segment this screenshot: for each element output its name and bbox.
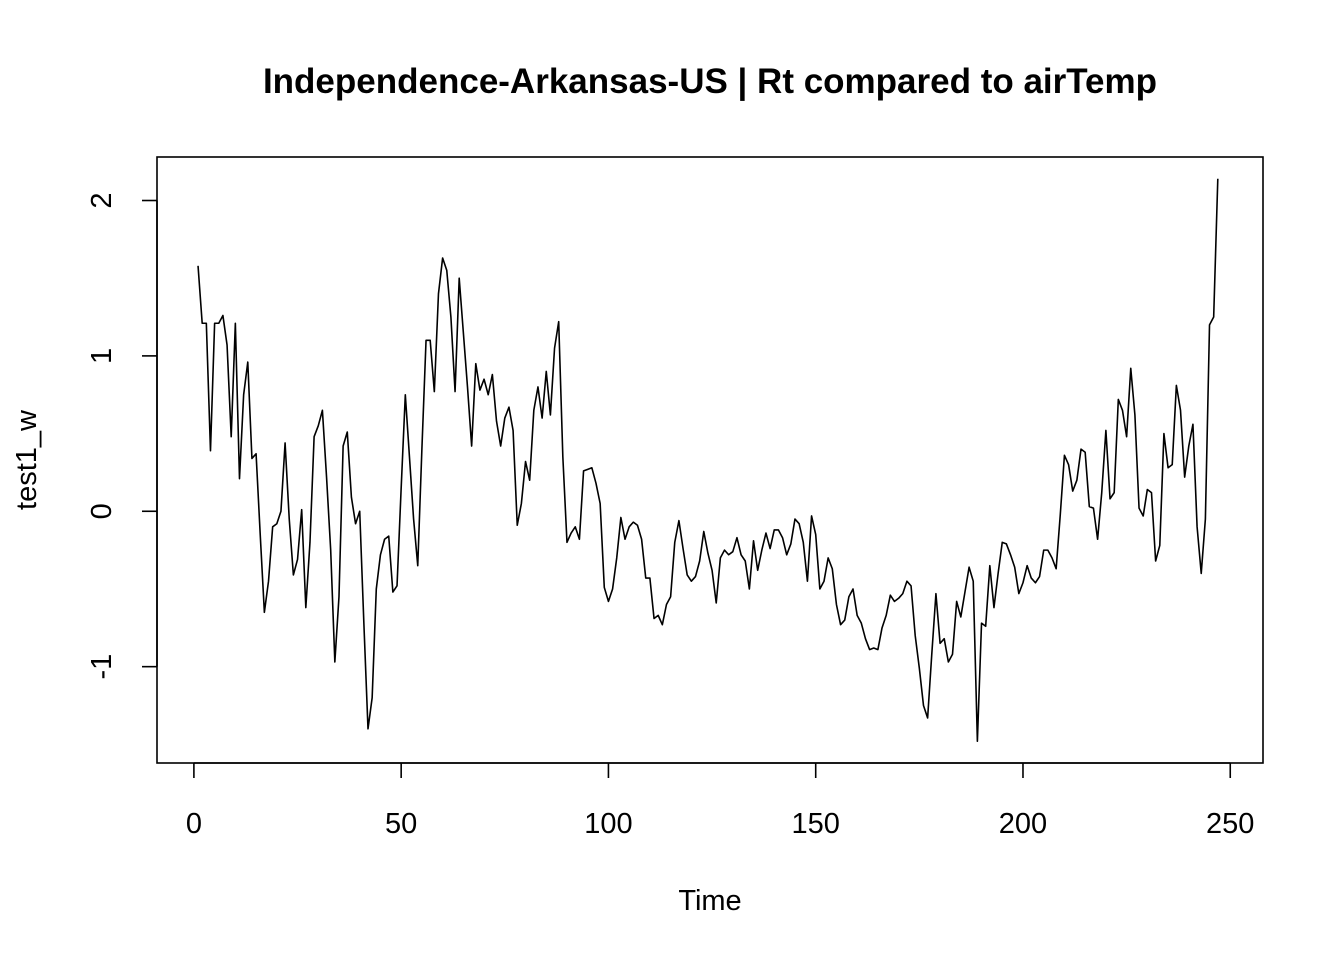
x-axis-title: Time <box>678 885 741 917</box>
plot-frame <box>156 156 1264 764</box>
y-tick-label: 1 <box>86 348 118 364</box>
y-tick-label: -1 <box>86 654 118 680</box>
y-tick-label: 2 <box>86 192 118 208</box>
y-tick-label: 0 <box>86 503 118 519</box>
x-tick-label: 200 <box>999 808 1047 840</box>
y-axis: -1 0 1 2 <box>86 192 158 680</box>
x-tick-label: 0 <box>186 808 202 840</box>
y-axis-title: test1_w <box>11 409 43 510</box>
series-line <box>197 178 1219 743</box>
x-tick-label: 50 <box>385 808 417 840</box>
x-axis: 0 50 100 150 200 250 <box>186 762 1254 840</box>
data-points <box>197 178 1219 743</box>
chart-title: Independence-Arkansas-US | Rt compared t… <box>263 62 1157 101</box>
x-tick-label: 100 <box>584 808 632 840</box>
x-tick-label: 250 <box>1206 808 1254 840</box>
x-tick-label: 150 <box>792 808 840 840</box>
